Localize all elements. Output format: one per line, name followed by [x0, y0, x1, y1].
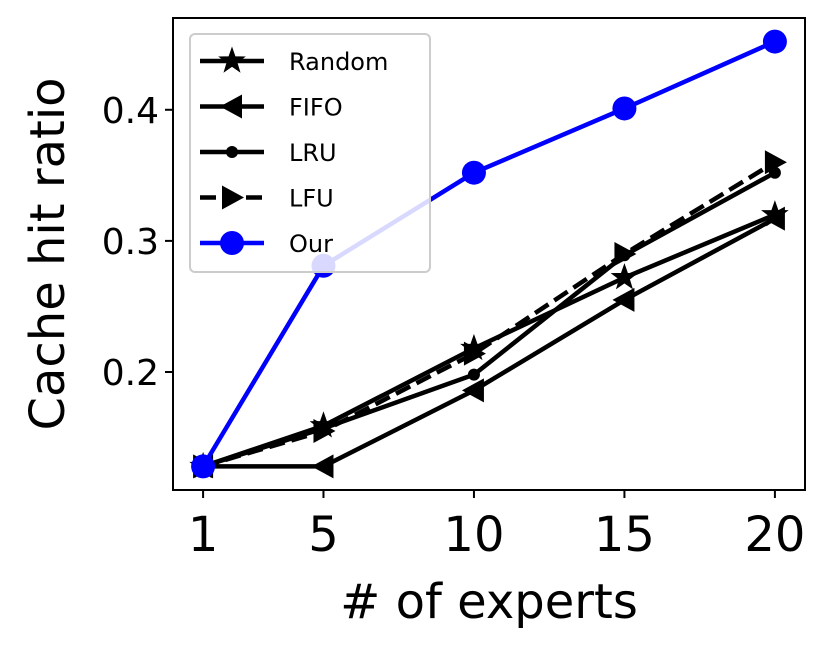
- legend-item-lfu: LFU: [200, 185, 334, 213]
- data-point-lfu: [313, 419, 336, 443]
- legend: Random FIFO LRU LFU Our: [189, 33, 431, 273]
- data-point-lfu: [463, 341, 486, 366]
- data-point-lfu: [764, 150, 787, 175]
- legend-item-fifo: FIFO: [200, 94, 343, 122]
- series-line-lfu: [202, 160, 777, 469]
- data-point-fifo: [762, 206, 785, 231]
- legend-item-random: Random: [200, 46, 388, 76]
- legend-box: [189, 33, 431, 273]
- data-point-fifo: [461, 378, 484, 403]
- legend-marker-lru: [226, 146, 238, 158]
- data-point-fifo: [612, 287, 635, 312]
- plot-frame: [172, 17, 806, 491]
- x-tick-label: 1: [188, 507, 219, 563]
- data-point-lru: [467, 368, 480, 381]
- y-tick-label: 0.3: [102, 222, 159, 263]
- x-tick-label: 20: [744, 507, 805, 563]
- x-tick-label: 5: [308, 507, 339, 563]
- legend-marker-lfu: [222, 185, 244, 210]
- legend-label-random: Random: [289, 48, 388, 76]
- data-point-random: [610, 263, 639, 290]
- data-point-our: [461, 160, 486, 185]
- plot-area: [189, 29, 789, 479]
- x-tick-label: 10: [443, 507, 504, 563]
- legend-item-lru: LRU: [200, 139, 337, 167]
- data-point-our: [612, 96, 637, 121]
- legend-label-lru: LRU: [289, 139, 337, 167]
- y-tick-label: 0.4: [102, 91, 159, 132]
- axes: 1 5 10 15 200.20.30.4: [102, 17, 806, 563]
- data-point-lfu: [614, 242, 637, 266]
- series-fifo: [191, 206, 785, 479]
- legend-marker-our: [220, 231, 244, 255]
- data-point-our: [762, 29, 787, 54]
- data-point-fifo: [311, 454, 334, 479]
- legend-label-lfu: LFU: [289, 185, 334, 213]
- legend-label-our: Our: [289, 230, 333, 258]
- legend-marker-fifo: [220, 94, 242, 119]
- y-axis-label: Cache hit ratio: [20, 77, 76, 430]
- y-tick-label: 0.2: [102, 353, 159, 394]
- legend-marker-random: [218, 46, 246, 73]
- data-point-our: [191, 454, 216, 479]
- legend-label-fifo: FIFO: [289, 94, 343, 122]
- legend-item-our: Our: [200, 230, 333, 258]
- x-tick-label: 15: [594, 507, 655, 563]
- x-axis-label: # of experts: [340, 574, 638, 630]
